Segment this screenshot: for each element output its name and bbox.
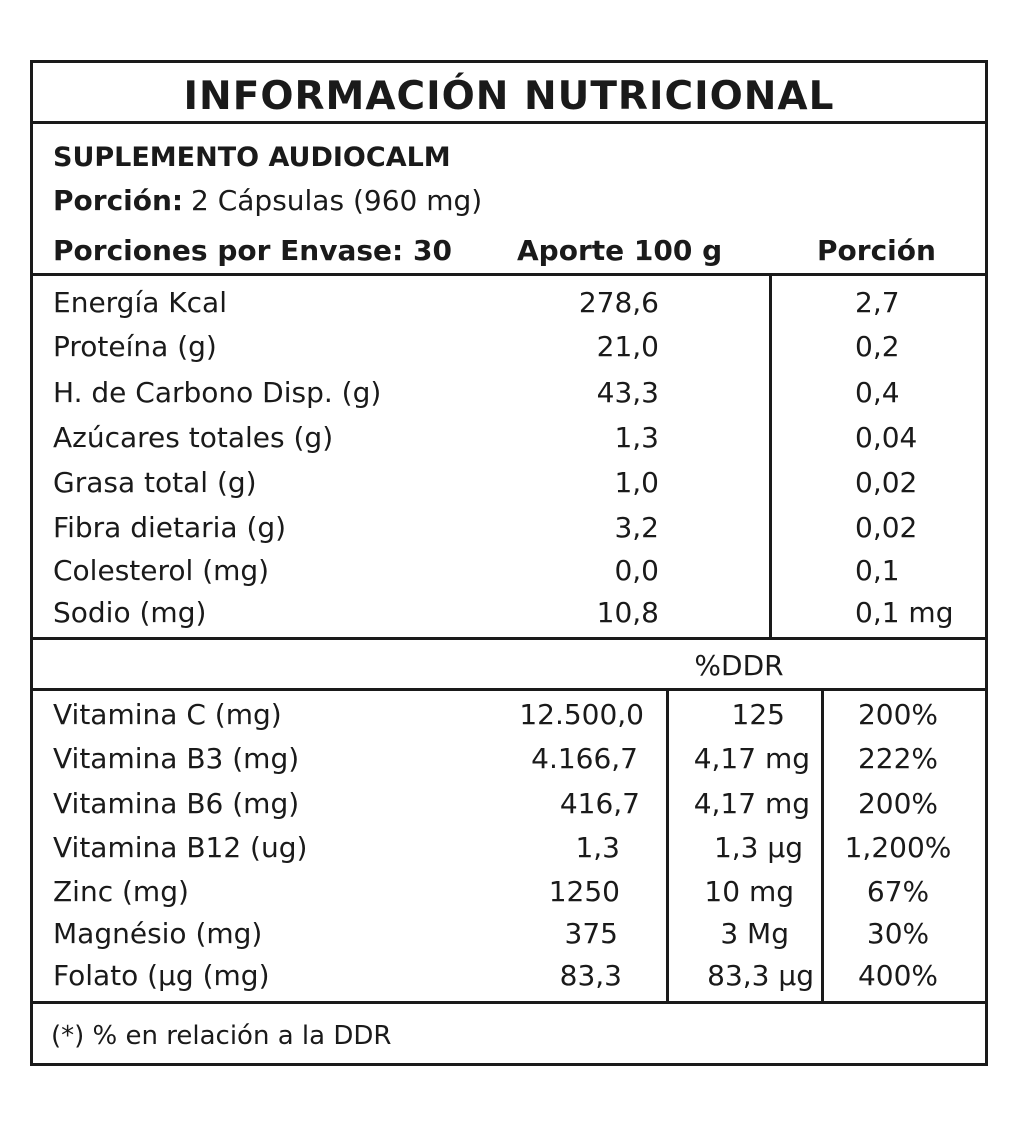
vitamin-per100: 1,3 [575, 831, 620, 864]
vitamin-name: Vitamina B6 (mg) [53, 787, 300, 820]
nutrient-portion: 0,02 [855, 511, 918, 544]
column-divider [821, 688, 824, 1001]
nutrient-name: Energía Kcal [53, 286, 227, 319]
nutrient-name: H. de Carbono Disp. (g) [53, 376, 382, 409]
nutrient-portion: 2,7 [855, 286, 900, 319]
vitamin-name: Zinc (mg) [53, 875, 189, 908]
nutrition-label: INFORMACIÓN NUTRICIONAL SUPLEMENTO AUDIO… [30, 60, 988, 1066]
nutrient-portion: 0,04 [855, 421, 918, 454]
nutrient-per100: 0,0 [614, 554, 659, 587]
divider [33, 688, 985, 691]
vitamin-per100: 12.500,0 [519, 698, 644, 731]
nutrient-per100: 21,0 [596, 330, 659, 363]
nutrient-per100: 10,8 [596, 596, 659, 629]
vitamin-portion: 83,3 µg [707, 959, 814, 992]
nutrient-name: Fibra dietaria (g) [53, 511, 287, 544]
nutrient-name: Proteína (g) [53, 330, 217, 363]
servings-per-container: Porciones por Envase: 30 [53, 234, 452, 267]
divider [33, 637, 985, 640]
label-title: INFORMACIÓN NUTRICIONAL [183, 74, 835, 119]
vitamin-ddr: 400% [857, 959, 939, 992]
divider [33, 121, 985, 124]
vitamin-portion: 125 [731, 698, 785, 731]
vitamin-portion: 4,17 mg [693, 787, 810, 820]
nutrient-name: Azúcares totales (g) [53, 421, 334, 454]
column-header-per100: Aporte 100 g [517, 234, 723, 267]
vitamin-ddr: 30% [866, 917, 930, 950]
vitamin-per100: 1250 [548, 875, 620, 908]
vitamin-ddr: 222% [857, 742, 939, 775]
vitamin-name: Vitamina B12 (ug) [53, 831, 308, 864]
vitamin-ddr: 200% [857, 787, 939, 820]
divider [33, 273, 985, 276]
vitamin-ddr: 1,200% [844, 831, 952, 864]
nutrient-portion: 0,2 [855, 330, 900, 363]
vitamin-portion: 1,3 µg [713, 831, 803, 864]
nutrient-per100: 278,6 [578, 286, 659, 319]
vitamin-portion: 4,17 mg [693, 742, 810, 775]
nutrient-name: Sodio (mg) [53, 596, 207, 629]
nutrient-name: Grasa total (g) [53, 466, 257, 499]
nutrient-portion: 0,02 [855, 466, 918, 499]
nutrient-portion: 0,1 [855, 554, 900, 587]
column-divider [666, 688, 669, 1001]
nutrient-name: Colesterol (mg) [53, 554, 270, 587]
vitamin-name: Vitamina C (mg) [53, 698, 282, 731]
vitamin-ddr: 200% [857, 698, 939, 731]
column-divider [769, 273, 772, 637]
vitamin-portion: 3 Mg [720, 917, 789, 950]
serving-label: Porción: [53, 184, 184, 217]
vitamin-name: Folato (µg (mg) [53, 959, 270, 992]
serving-value: 2 Cápsulas (960 mg) [191, 184, 483, 217]
vitamin-per100: 4.166,7 [531, 742, 638, 775]
nutrient-per100: 3,2 [614, 511, 659, 544]
footnote: (*) % en relación a la DDR [51, 1021, 392, 1051]
vitamin-per100: 375 [564, 917, 618, 950]
vitamin-per100: 416,7 [559, 787, 640, 820]
nutrient-portion: 0,4 [855, 376, 900, 409]
vitamin-per100: 83,3 [559, 959, 622, 992]
divider [33, 1001, 985, 1004]
vitamin-ddr: 67% [866, 875, 930, 908]
nutrient-per100: 1,3 [614, 421, 659, 454]
nutrient-per100: 1,0 [614, 466, 659, 499]
column-header-portion: Porción [817, 234, 936, 267]
ddr-header: %DDR [694, 649, 784, 682]
nutrient-portion: 0,1 mg [855, 596, 954, 629]
product-name: SUPLEMENTO AUDIOCALM [53, 142, 451, 173]
vitamin-name: Magnésio (mg) [53, 917, 263, 950]
vitamin-name: Vitamina B3 (mg) [53, 742, 300, 775]
vitamin-portion: 10 mg [704, 875, 794, 908]
nutrient-per100: 43,3 [596, 376, 659, 409]
